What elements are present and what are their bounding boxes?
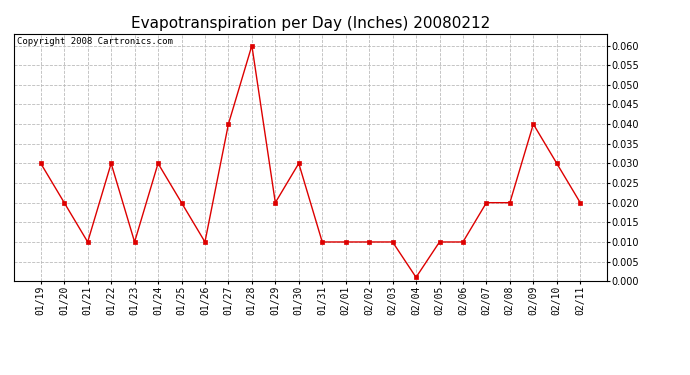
Text: Copyright 2008 Cartronics.com: Copyright 2008 Cartronics.com [17, 38, 172, 46]
Title: Evapotranspiration per Day (Inches) 20080212: Evapotranspiration per Day (Inches) 2008… [131, 16, 490, 31]
